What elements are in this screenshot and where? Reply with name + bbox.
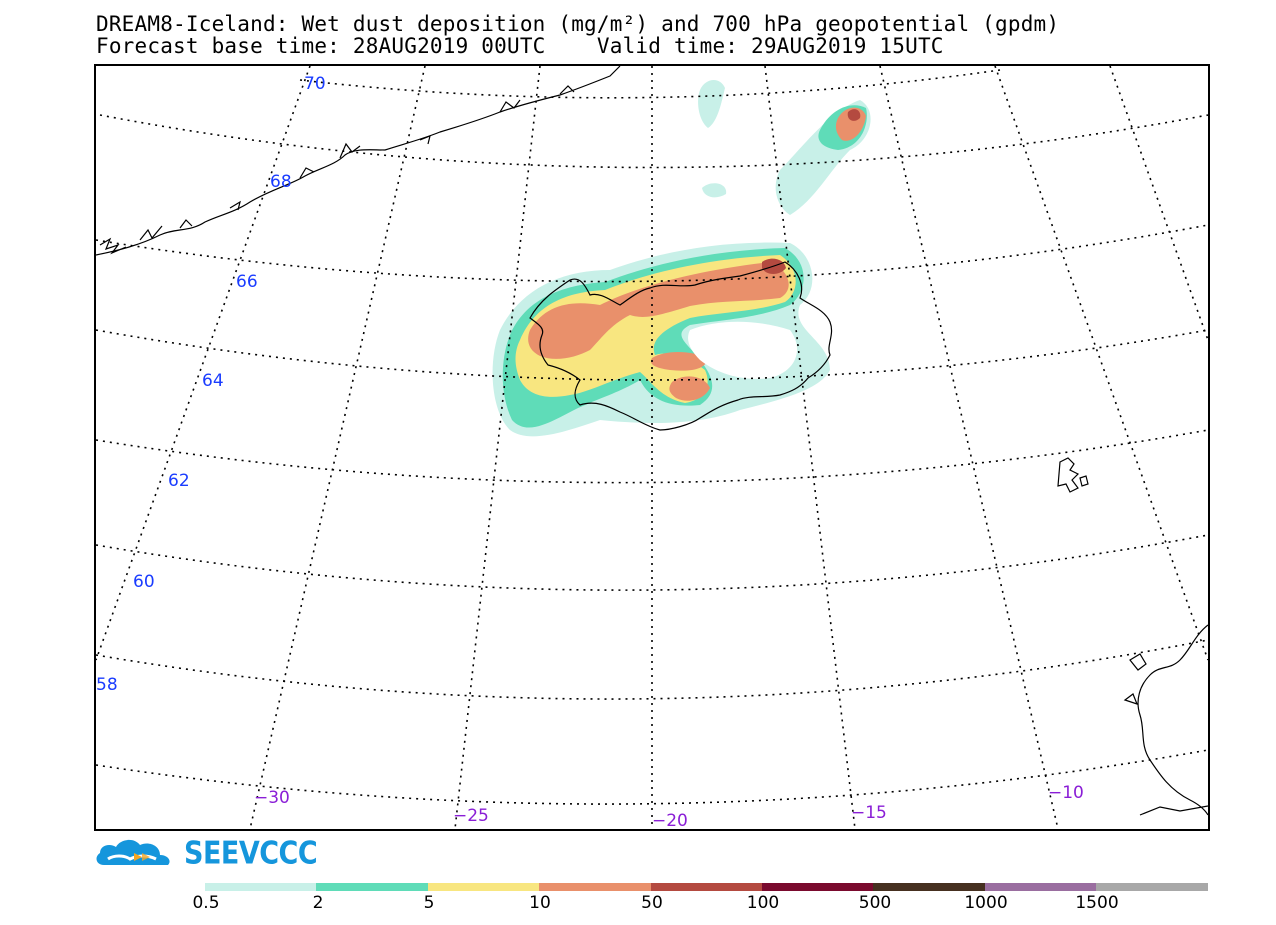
greenland-coast: [96, 66, 621, 256]
legend-swatch: [539, 883, 651, 891]
iceland-coast: [529, 261, 833, 431]
latitude-label-64: 64: [202, 371, 224, 391]
legend-swatch: [650, 883, 762, 891]
legend-label: 50: [641, 893, 663, 913]
dust-orange-area: [650, 352, 708, 371]
legend-swatch: [984, 883, 1097, 891]
legend-swatch: [1096, 883, 1208, 891]
legend-label: 5: [423, 893, 435, 913]
legend-swatch: [316, 883, 428, 891]
latitude-lines: [96, 69, 1208, 805]
longitude-label-minus10: −10: [1048, 783, 1084, 803]
meridian-minus5: [1109, 66, 1208, 341]
seevccc-logo: SEEVCCC: [94, 833, 318, 873]
greenland-coast-detail: [99, 85, 575, 255]
meridian-minus35: [249, 66, 426, 829]
latitude-line-68: [99, 114, 1208, 169]
longitude-label-minus20: −20: [652, 811, 688, 831]
longitude-label-minus30: −30: [254, 788, 290, 808]
dust-clear-area: [688, 321, 798, 379]
dust-orange-area: [528, 262, 789, 359]
dust-red-area: [847, 109, 861, 121]
meridian-minus40: [96, 66, 311, 661]
latitude-label-62: 62: [168, 471, 190, 491]
legend-swatch: [427, 883, 540, 891]
dust-light-area: [702, 183, 727, 198]
longitude-label-minus25: −25: [453, 806, 489, 826]
latitude-label-66: 66: [236, 272, 258, 292]
meridian-minus30: [454, 66, 541, 829]
map-canvas: [96, 66, 1208, 829]
dust-field: [492, 79, 871, 437]
legend-label: 1500: [1075, 893, 1119, 913]
dust-orange-area: [669, 376, 710, 401]
legend-swatch: [205, 883, 317, 891]
latitude-label-68: 68: [270, 172, 292, 192]
map-subtitle: Forecast base time: 28AUG2019 00UTC Vali…: [96, 34, 944, 58]
meridian-minus10: [994, 66, 1208, 661]
latitude-line-70: [299, 69, 1001, 99]
longitude-lines: [96, 66, 1208, 829]
latitude-label-58: 58: [96, 675, 118, 695]
legend-swatch: [761, 883, 874, 891]
dust-light-area: [698, 79, 725, 128]
faroe-islands-coast: [1057, 457, 1089, 493]
legend-label: 500: [858, 893, 892, 913]
longitude-label-minus15: −15: [851, 803, 887, 823]
latitude-line-64: [96, 329, 1208, 381]
latitude-label-70: 70: [304, 74, 326, 94]
map-panel: 70 68 66 64 62 60 58 −30 −25 −20 −15 −10: [94, 64, 1210, 831]
legend-label: 100: [746, 893, 780, 913]
legend-colorbar: [205, 883, 1208, 891]
latitude-label-60: 60: [133, 572, 155, 592]
legend-label: 2: [312, 893, 324, 913]
legend-swatch: [873, 883, 985, 891]
coastlines: [96, 66, 1208, 816]
legend-label: 10: [529, 893, 551, 913]
logo-text: SEEVCCC: [184, 835, 318, 871]
cloud-logo-icon: [96, 839, 170, 865]
legend-label: 1000: [964, 893, 1008, 913]
legend-label: 0.5: [192, 893, 220, 913]
meridian-minus15: [879, 66, 1059, 829]
map-title: DREAM8-Iceland: Wet dust deposition (mg/…: [96, 12, 1060, 36]
scotland-coast: [1123, 624, 1208, 816]
